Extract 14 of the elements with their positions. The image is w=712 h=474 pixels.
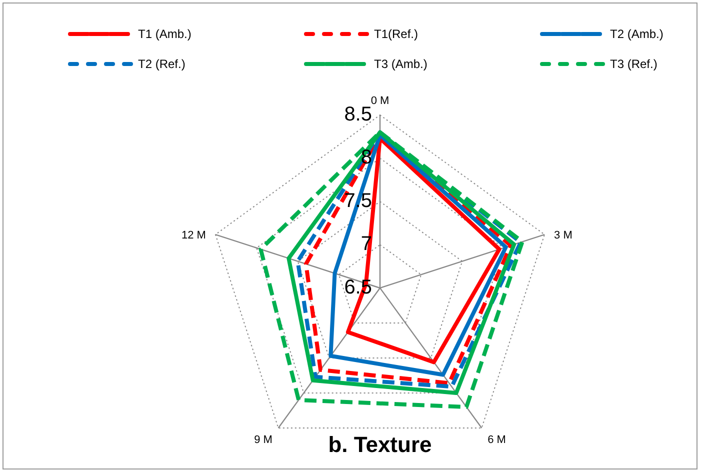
legend-label: T3 (Amb.) bbox=[374, 57, 428, 71]
legend-label: T2 (Ref.) bbox=[138, 57, 186, 71]
legend-label: T1 (Amb.) bbox=[138, 27, 192, 41]
spoke-label: 12 M bbox=[181, 229, 206, 242]
y-tick-label: 8 bbox=[360, 146, 372, 169]
spoke-label: 9 M bbox=[254, 434, 272, 446]
legend-label: T3 (Ref.) bbox=[610, 57, 658, 71]
spoke-label: 3 M bbox=[554, 229, 572, 242]
y-tick-label: 8.5 bbox=[344, 103, 372, 126]
text: b. Texture bbox=[328, 432, 432, 457]
legend-label: T1(Ref.) bbox=[374, 27, 418, 41]
spoke-label: 0 M bbox=[370, 94, 390, 107]
legend-label: T2 (Amb.) bbox=[610, 27, 664, 41]
spoke-label: 6 M bbox=[488, 434, 506, 446]
